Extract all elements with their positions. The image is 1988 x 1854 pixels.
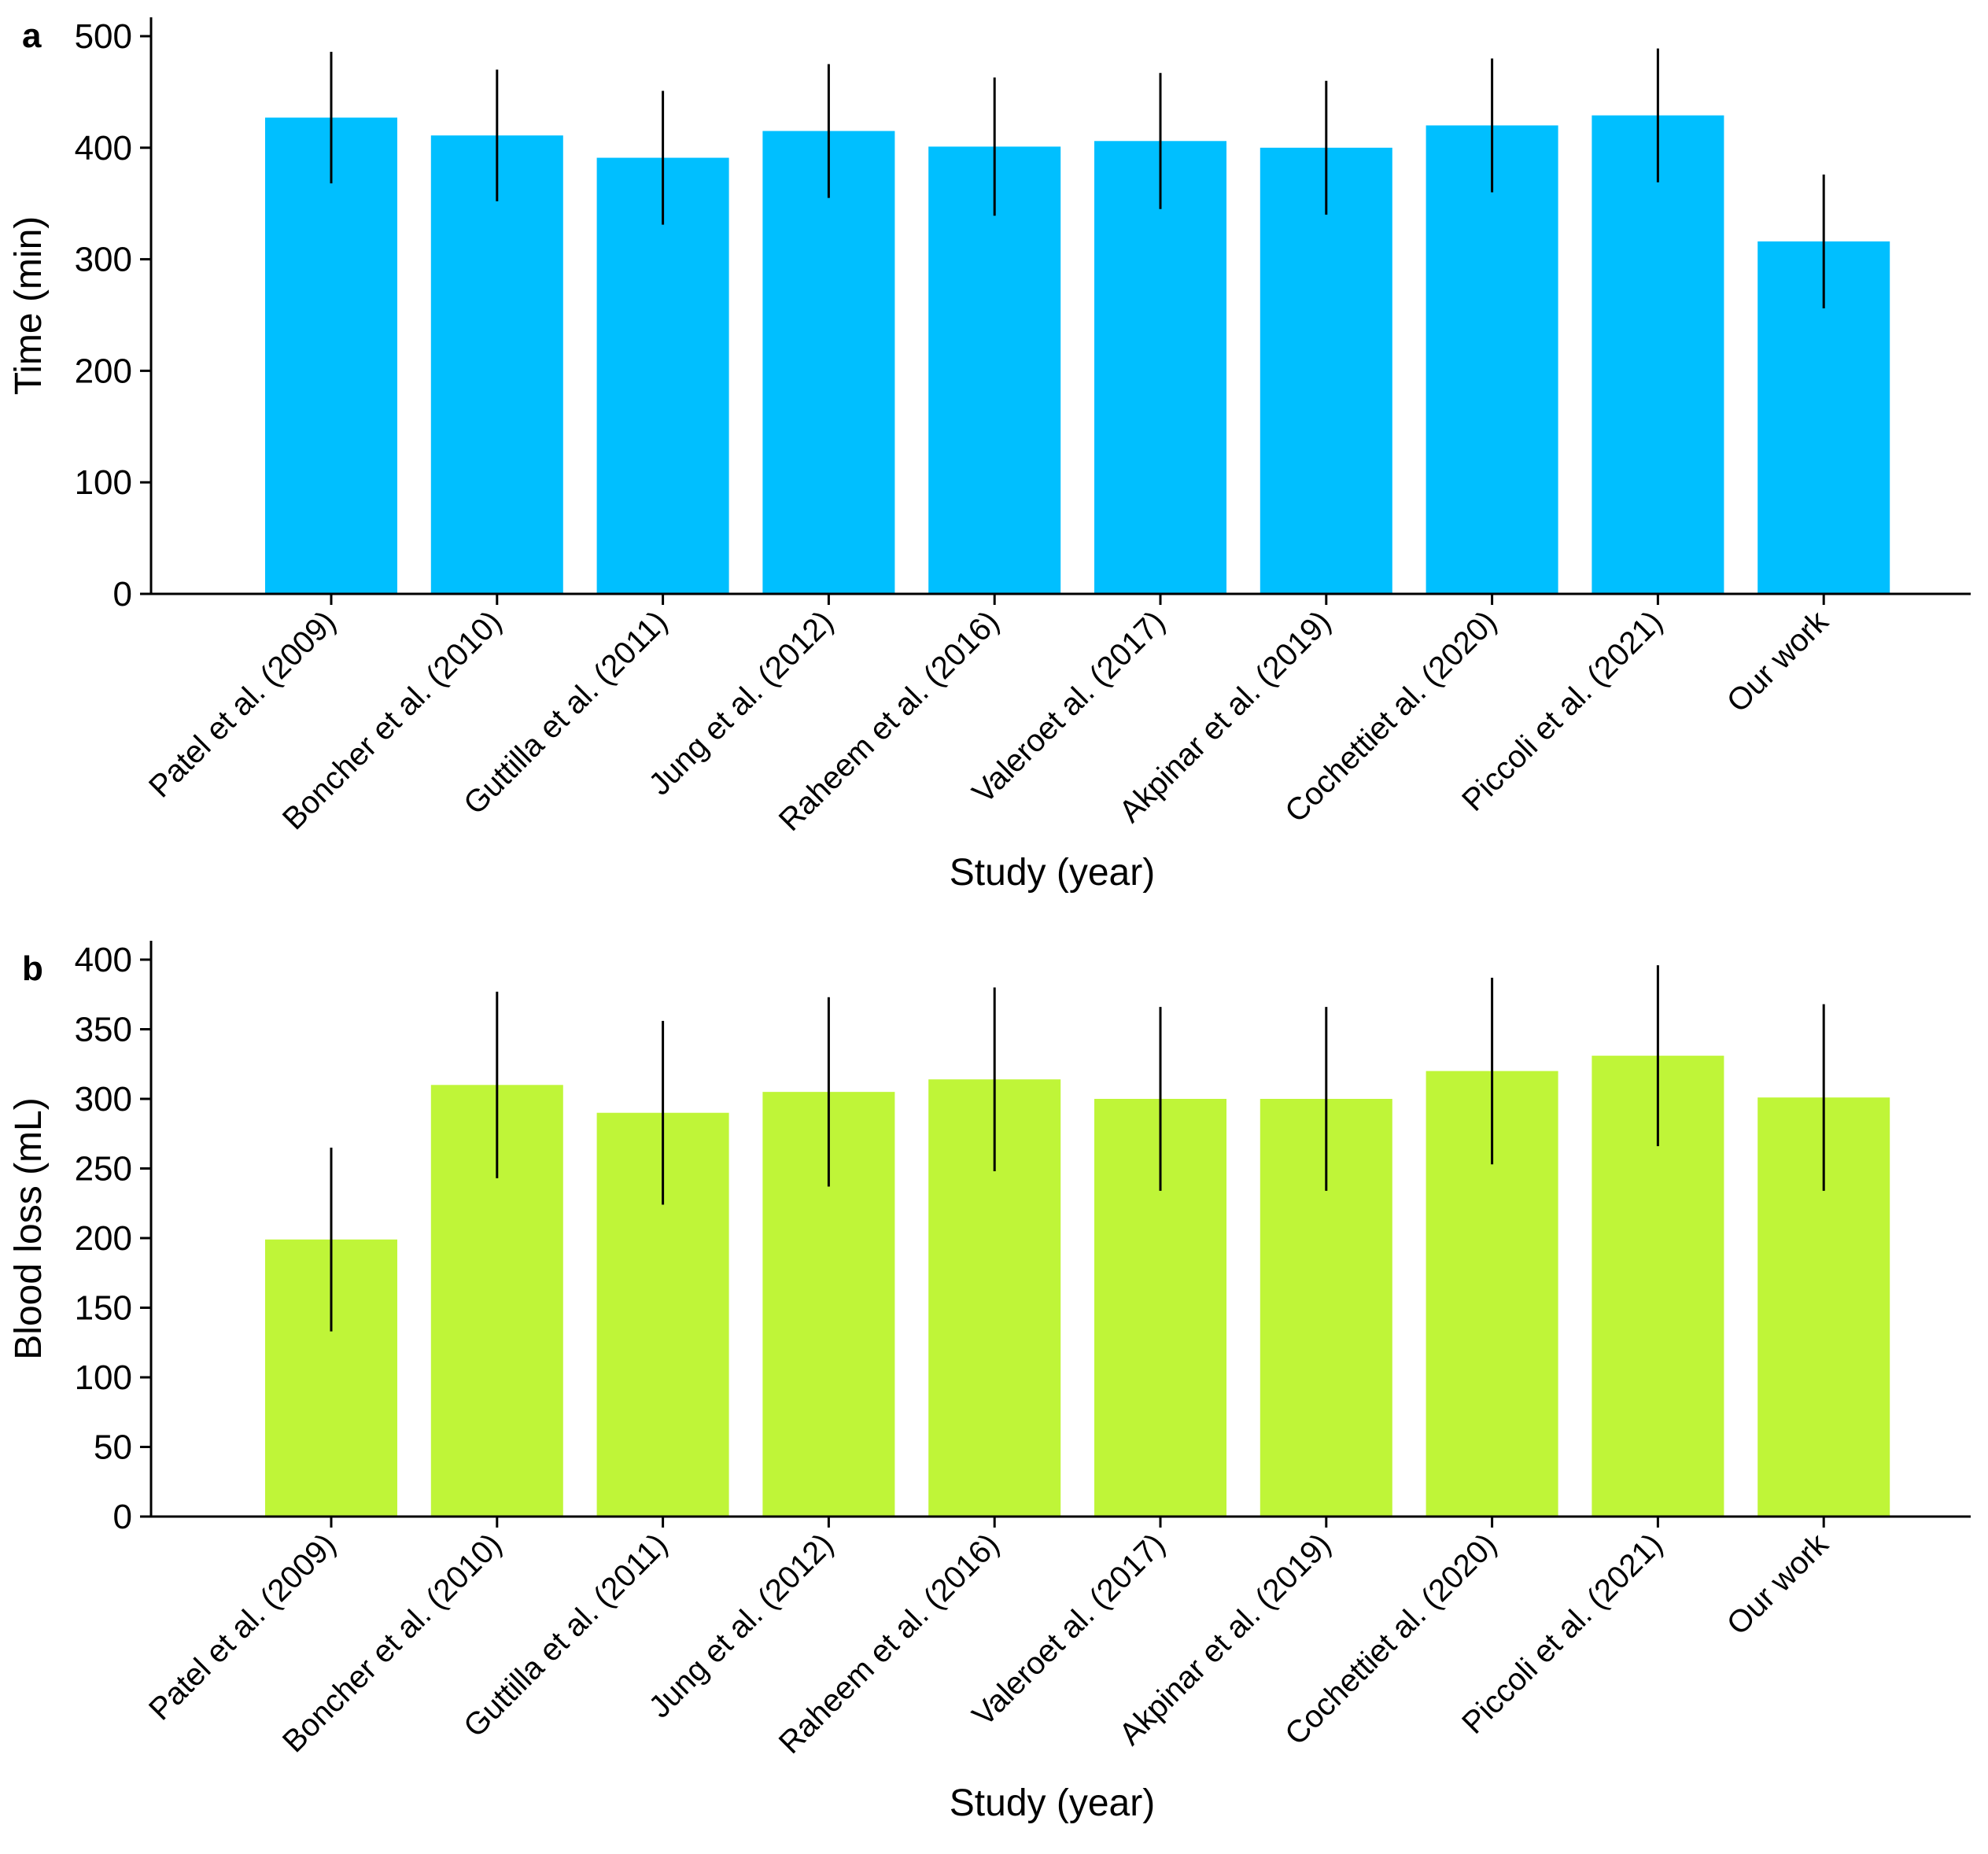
x-tick-label: Patel et al. (2009) [142,604,342,804]
y-tick-label: 150 [75,1289,132,1328]
x-tick-label: Our work [1721,1527,1836,1642]
chart-b-x-axis-title: Study (year) [950,1782,1155,1824]
chart-b-y-axis-title: Blood loss (mL) [8,1097,50,1359]
chart-b-y-ticks: 0 50 100 150 200 250 300 350 400 [75,941,151,1536]
chart-a-y-axis-title: Time (min) [8,216,50,396]
panel-letter-a: a [22,17,42,55]
bar-8 [1592,115,1724,595]
panel-letter-b: b [22,949,43,988]
chart-b-bars [265,1056,1890,1517]
chart-a-x-ticks: Patel et al. (2009)Boncher et al. (2010)… [142,594,1835,838]
y-tick-label: 0 [113,1498,132,1536]
y-tick-label: 100 [75,1358,132,1397]
x-tick-label: Jung et al. (2012) [643,1527,840,1724]
chart-a-bars [265,115,1890,595]
bar-2 [596,157,729,594]
chart-b-x-ticks: Patel et al. (2009)Boncher et al. (2010)… [142,1517,1835,1760]
y-tick-label: 400 [75,129,132,168]
x-tick-label: Jung et al. (2012) [643,604,840,802]
y-tick-label: 200 [75,1219,132,1258]
chart-a-time: a 0 100 200 300 400 500 Patel et al. (2009)Bo… [8,17,1971,894]
bar-7 [1426,125,1558,594]
y-tick-label: 200 [75,352,132,390]
y-tick-label: 400 [75,941,132,979]
y-tick-label: 300 [75,1080,132,1119]
chart-a-x-axis-title: Study (year) [950,852,1155,894]
y-tick-label: 350 [75,1011,132,1049]
y-tick-label: 500 [75,17,132,56]
chart-a-axes [149,17,1971,595]
bar-4 [928,146,1061,594]
y-tick-label: 300 [75,241,132,279]
y-tick-label: 0 [113,575,132,614]
x-tick-label: Our work [1721,604,1836,720]
bar-3 [762,131,895,594]
bar-6 [1260,147,1392,595]
y-tick-label: 50 [94,1428,132,1467]
y-tick-label: 100 [75,463,132,502]
chart-a-y-ticks: 0 100 200 300 400 500 [75,17,151,614]
chart-b-blood-loss: b 0 50 100 150 200 250 300 350 400 Patel et al. … [8,941,1971,1824]
y-tick-label: 250 [75,1150,132,1189]
chart-b-error-bars [330,965,1825,1332]
bar-5 [1094,141,1226,595]
x-tick-label: Patel et al. (2009) [142,1527,342,1727]
chart-a-error-bars [330,48,1825,308]
bar-1 [430,135,563,594]
chart-b-axes [149,941,1971,1518]
bar-0 [265,117,397,594]
